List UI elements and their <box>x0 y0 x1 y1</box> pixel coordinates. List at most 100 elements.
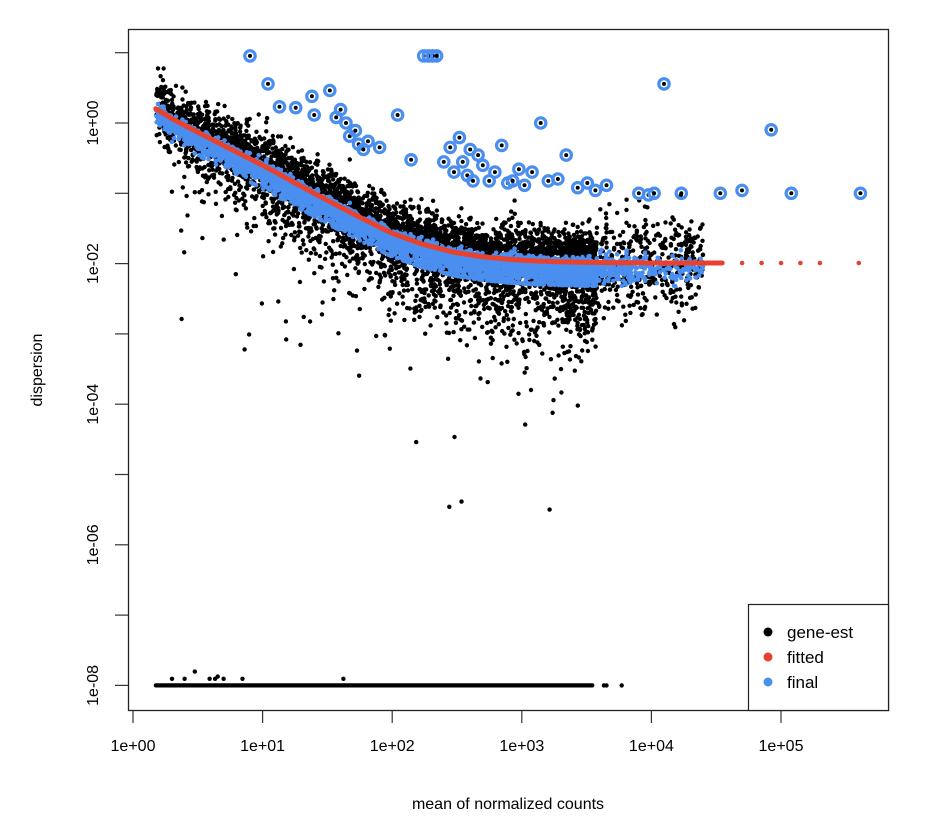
gene-est-point <box>472 310 477 315</box>
gene-est-point <box>451 293 456 298</box>
gene-est-point <box>529 291 534 296</box>
gene-est-point <box>496 288 502 293</box>
gene-est-point <box>513 239 518 244</box>
gene-est-point <box>462 286 467 291</box>
gene-est-point <box>196 106 201 112</box>
gene-est-point <box>490 355 495 361</box>
gene-est-point <box>406 220 411 225</box>
gene-est-point <box>697 226 703 231</box>
gene-est-point <box>453 316 459 321</box>
gene-est-point <box>451 329 456 335</box>
gene-est-point <box>501 316 507 321</box>
gene-est-point <box>542 226 547 231</box>
gene-est-point <box>508 234 513 239</box>
gene-est-point <box>673 247 679 252</box>
gene-est-point <box>264 129 269 134</box>
gene-est-point <box>660 252 665 257</box>
gene-est-point <box>191 115 197 121</box>
gene-est-point <box>400 301 406 306</box>
gene-est-point <box>389 259 394 264</box>
gene-est-point <box>587 217 592 222</box>
gene-est-point <box>593 316 598 322</box>
gene-est-point <box>534 295 539 300</box>
gene-est-point <box>233 122 238 128</box>
gene-est-point <box>392 271 398 277</box>
gene-est-point <box>434 272 440 277</box>
gene-est-point <box>269 154 274 159</box>
gene-est-point <box>548 357 554 362</box>
gene-est-point <box>560 344 565 349</box>
gene-est-point <box>210 122 216 128</box>
gene-est-point <box>614 292 620 298</box>
gene-est-point <box>248 229 254 234</box>
gene-est-point <box>235 179 241 184</box>
gene-est-point <box>387 307 392 312</box>
gene-est-point <box>386 270 391 275</box>
gene-est-point <box>542 310 547 315</box>
gene-est-point <box>405 288 411 293</box>
gene-est-point <box>454 308 459 314</box>
gene-est-point <box>515 220 521 225</box>
gene-est-point <box>700 222 705 227</box>
gene-est-point <box>270 146 275 151</box>
gene-est-point <box>490 337 495 343</box>
gene-est-point <box>280 146 285 152</box>
gene-est-point <box>463 310 468 315</box>
gene-est-point <box>700 238 705 243</box>
gene-est-point <box>335 238 340 243</box>
gene-est-point <box>317 253 323 259</box>
gene-est-point <box>508 332 513 337</box>
gene-est-point <box>311 246 316 251</box>
gene-est-point <box>315 152 320 157</box>
gene-est-point <box>433 223 438 228</box>
gene-est-point <box>581 313 587 318</box>
gene-est-point <box>491 227 496 232</box>
gene-est-point <box>620 229 626 235</box>
gene-est-point <box>509 329 514 334</box>
gene-est-point <box>206 118 212 124</box>
gene-est-point <box>222 103 227 109</box>
gene-est-point <box>604 240 609 245</box>
gene-est-point <box>509 305 514 310</box>
gene-est-point <box>404 226 409 232</box>
gene-est-point <box>298 230 303 235</box>
gene-est-point <box>231 136 237 141</box>
gene-est-point <box>496 322 501 327</box>
gene-est-point <box>543 296 548 301</box>
gene-est-point <box>517 236 522 241</box>
gene-est-point <box>480 324 485 330</box>
gene-est-point <box>580 221 585 226</box>
gene-est-point <box>375 200 380 205</box>
gene-est-point <box>643 231 648 237</box>
gene-est-point <box>402 199 408 205</box>
gene-est-point <box>171 105 176 110</box>
gene-est-point <box>600 238 605 243</box>
gene-est-point <box>369 276 374 281</box>
gene-est-point <box>352 196 358 201</box>
gene-est-point <box>494 216 499 222</box>
gene-est-point <box>453 320 459 325</box>
gene-est-point <box>267 220 273 226</box>
gene-est-point <box>476 301 481 306</box>
gene-est-point <box>355 261 360 266</box>
gene-est-point <box>458 317 464 323</box>
gene-est-point <box>240 196 245 201</box>
gene-est-point <box>634 228 640 233</box>
gene-est-point <box>652 237 657 242</box>
gene-est-point <box>476 316 481 321</box>
gene-est-point <box>561 296 566 302</box>
gene-est-point <box>610 229 615 235</box>
gene-est-point <box>686 285 691 291</box>
gene-est-point <box>444 321 449 326</box>
gene-est-point <box>574 230 580 235</box>
gene-est-point <box>433 216 439 221</box>
gene-est-point <box>681 318 687 323</box>
gene-est-point <box>691 240 696 245</box>
gene-est-point <box>615 284 620 289</box>
gene-est-point <box>465 239 470 244</box>
gene-est-point <box>533 290 539 295</box>
gene-est-point <box>538 220 543 226</box>
gene-est-point <box>233 128 238 133</box>
gene-est-point <box>197 110 202 116</box>
gene-est-point <box>399 278 404 284</box>
